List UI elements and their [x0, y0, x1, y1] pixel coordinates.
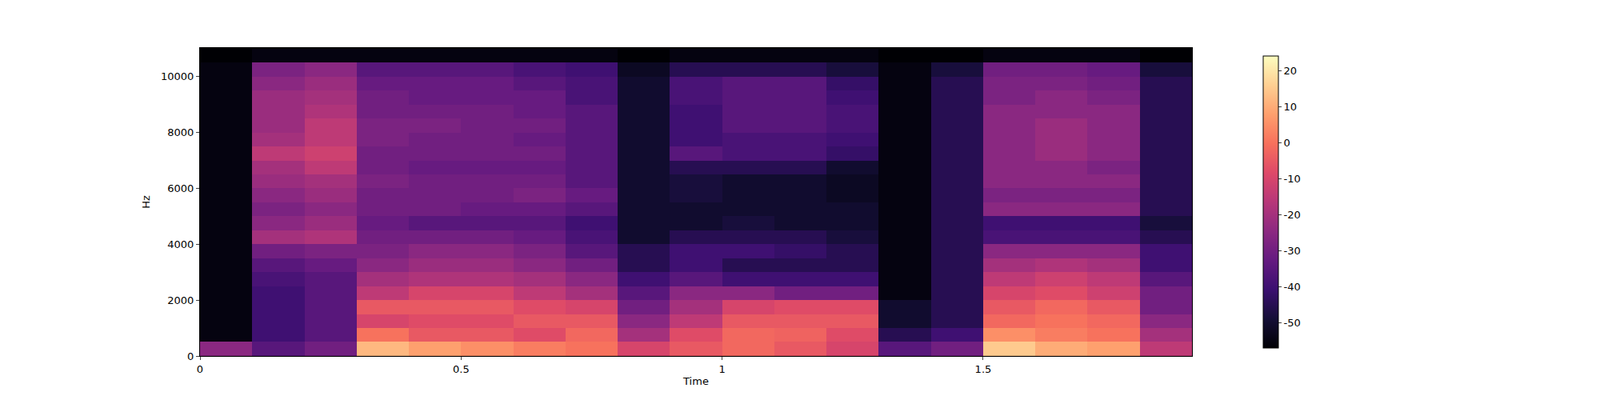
svg-text:6000: 6000	[167, 182, 194, 195]
svg-text:20: 20	[1284, 64, 1298, 77]
svg-text:1: 1	[718, 363, 725, 376]
svg-text:1.5: 1.5	[975, 363, 992, 376]
svg-text:0: 0	[187, 350, 194, 363]
svg-text:0: 0	[1284, 136, 1291, 149]
svg-text:0: 0	[196, 363, 204, 376]
svg-text:-10: -10	[1284, 172, 1301, 185]
svg-text:0.5: 0.5	[452, 363, 470, 376]
svg-text:4000: 4000	[167, 238, 194, 251]
svg-text:-20: -20	[1284, 208, 1301, 221]
svg-text:8000: 8000	[167, 126, 194, 139]
svg-text:10000: 10000	[160, 70, 194, 83]
svg-text:-50: -50	[1284, 316, 1301, 329]
svg-text:Time: Time	[682, 375, 709, 388]
svg-text:Hz: Hz	[140, 195, 152, 209]
svg-text:-40: -40	[1284, 280, 1301, 293]
svg-text:2000: 2000	[167, 294, 194, 307]
svg-text:-30: -30	[1284, 244, 1301, 257]
svg-text:10: 10	[1284, 100, 1298, 113]
